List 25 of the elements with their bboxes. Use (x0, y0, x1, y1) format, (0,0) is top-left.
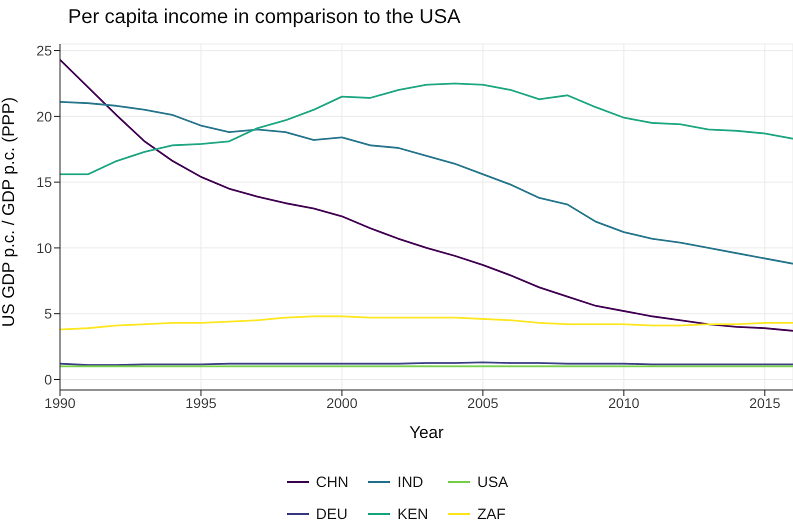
x-tick-label: 2005 (467, 394, 499, 411)
legend-label: KEN (397, 506, 428, 522)
x-tick-label: 2010 (608, 394, 640, 411)
legend-label: USA (477, 474, 508, 490)
line-series (60, 315, 793, 330)
chart-title: Per capita income in comparison to the USA (68, 6, 460, 29)
line-series (60, 100, 793, 265)
x-tick-label: 2000 (326, 394, 358, 411)
y-axis-title: US GDP p.c. / GDP p.c. (PPP) (0, 97, 18, 327)
y-tick-label: 5 (44, 306, 52, 322)
y-tick-label: 25 (36, 42, 52, 59)
x-tick-label: 1990 (44, 394, 76, 411)
x-axis-title: Year (409, 423, 444, 442)
x-tick-label: 1995 (185, 394, 217, 411)
y-tick-label: 10 (36, 240, 52, 256)
y-tick-label: 15 (36, 174, 52, 190)
legend-label: ZAF (477, 506, 506, 522)
line-series (60, 58, 793, 332)
legend-label: DEU (316, 506, 348, 522)
x-tick-label: 2015 (749, 394, 781, 411)
y-tick-label: 0 (44, 371, 52, 388)
line-series (60, 82, 793, 176)
legend-label: CHN (316, 474, 348, 490)
y-tick-label: 20 (36, 108, 52, 124)
legend-label: IND (397, 474, 424, 490)
